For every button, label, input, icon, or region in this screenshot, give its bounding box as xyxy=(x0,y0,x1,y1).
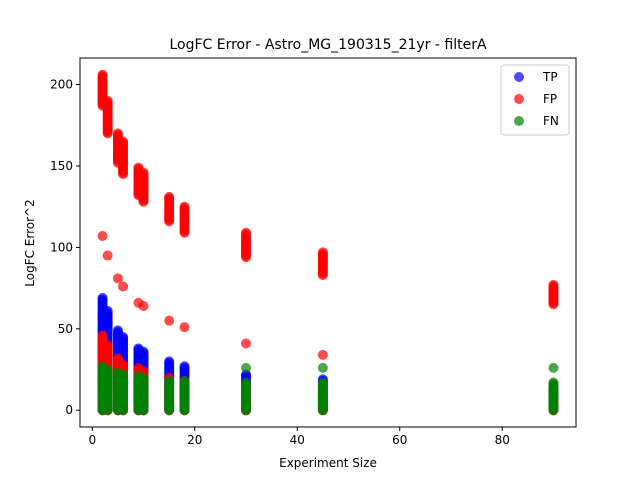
data-point xyxy=(317,377,328,388)
x-tick-label: 20 xyxy=(187,433,202,447)
data-point xyxy=(179,375,190,386)
chart-title: LogFC Error - Astro_MG_190315_21yr - fil… xyxy=(169,37,486,53)
legend-marker-tp xyxy=(514,72,524,82)
data-point xyxy=(317,349,328,360)
data-point xyxy=(548,377,559,388)
data-point xyxy=(138,346,149,357)
y-tick-label: 0 xyxy=(65,403,73,417)
y-tick-label: 100 xyxy=(50,240,73,254)
data-point xyxy=(548,362,559,373)
y-axis-label: LogFC Error^2 xyxy=(23,199,37,286)
data-point xyxy=(97,330,108,341)
data-point xyxy=(97,69,108,80)
x-axis-label: Experiment Size xyxy=(279,456,377,470)
y-tick-label: 150 xyxy=(50,159,73,173)
data-point xyxy=(112,273,123,284)
data-point xyxy=(138,301,149,312)
y-axis: 0 50 100 150 200 xyxy=(50,78,80,417)
data-point xyxy=(102,95,113,106)
data-point xyxy=(241,377,252,388)
data-point xyxy=(241,227,252,238)
legend-label-fn: FN xyxy=(543,114,559,128)
x-tick-label: 40 xyxy=(290,433,305,447)
data-point xyxy=(138,372,149,383)
data-point xyxy=(179,322,190,333)
data-point xyxy=(317,362,328,373)
legend-marker-fp xyxy=(514,94,524,104)
data-point xyxy=(102,305,113,316)
data-point xyxy=(317,247,328,258)
legend-marker-fn xyxy=(514,116,524,126)
data-point xyxy=(241,362,252,373)
data-point xyxy=(102,364,113,375)
points-layer xyxy=(97,69,559,416)
series-fn xyxy=(97,361,559,416)
data-point xyxy=(97,230,108,241)
data-point xyxy=(241,338,252,349)
data-point xyxy=(164,375,175,386)
data-point xyxy=(548,279,559,290)
y-tick-label: 50 xyxy=(58,322,73,336)
x-axis: 0 20 40 60 80 xyxy=(88,427,510,447)
data-point xyxy=(118,281,129,292)
data-point xyxy=(118,136,129,147)
data-point xyxy=(179,361,190,372)
legend: TP FP FN xyxy=(500,64,570,136)
data-point xyxy=(179,201,190,212)
data-point xyxy=(102,250,113,261)
data-point xyxy=(118,369,129,380)
data-point xyxy=(164,315,175,326)
y-tick-label: 200 xyxy=(50,78,73,92)
data-point xyxy=(164,191,175,202)
data-point xyxy=(97,292,108,303)
x-tick-label: 0 xyxy=(88,433,96,447)
x-tick-label: 60 xyxy=(392,433,407,447)
data-point xyxy=(102,340,113,351)
legend-label-tp: TP xyxy=(542,70,558,84)
data-point xyxy=(118,331,129,342)
data-point xyxy=(112,128,123,139)
data-point xyxy=(118,359,129,370)
x-tick-label: 80 xyxy=(495,433,510,447)
legend-label-fp: FP xyxy=(543,92,557,106)
data-point xyxy=(164,356,175,367)
plot-frame xyxy=(79,57,577,428)
data-point xyxy=(138,167,149,178)
